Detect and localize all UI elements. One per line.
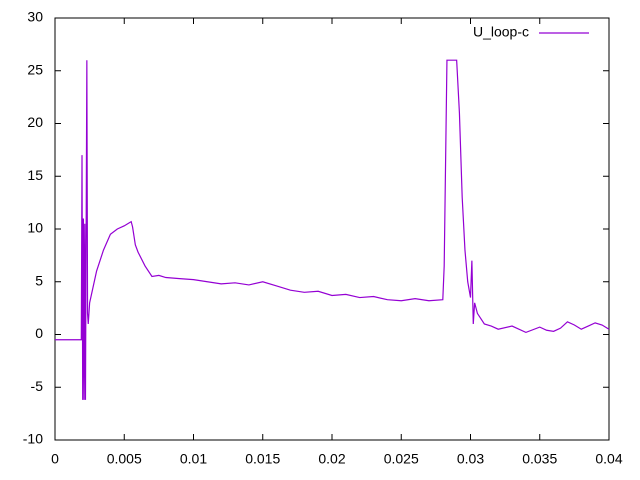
legend-label: U_loop-c — [473, 24, 529, 40]
y-tick-label: 30 — [27, 9, 43, 25]
y-tick-label: -10 — [23, 431, 43, 447]
x-tick-label: 0.02 — [318, 451, 345, 467]
x-tick-label: 0.03 — [457, 451, 484, 467]
x-tick-label: 0.035 — [522, 451, 557, 467]
y-tick-label: 0 — [35, 325, 43, 341]
x-tick-label: 0 — [51, 451, 59, 467]
x-tick-label: 0.025 — [384, 451, 419, 467]
x-tick-label: 0.015 — [245, 451, 280, 467]
x-tick-label: 0.01 — [180, 451, 207, 467]
plot-border — [54, 17, 610, 441]
line-series — [55, 59, 610, 400]
y-tick-label: 20 — [27, 114, 43, 130]
y-tick-label: 15 — [27, 167, 43, 183]
y-tick-label: 25 — [27, 61, 43, 77]
y-tick-label: -5 — [31, 378, 44, 394]
x-tick-label: 0.04 — [595, 451, 622, 467]
y-tick-label: 10 — [27, 220, 43, 236]
x-tick-label: 0.005 — [107, 451, 142, 467]
y-tick-label: 5 — [35, 272, 43, 288]
